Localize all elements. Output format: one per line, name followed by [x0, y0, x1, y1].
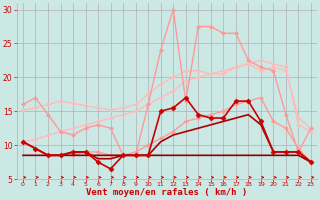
X-axis label: Vent moyen/en rafales ( km/h ): Vent moyen/en rafales ( km/h ) — [86, 188, 248, 197]
